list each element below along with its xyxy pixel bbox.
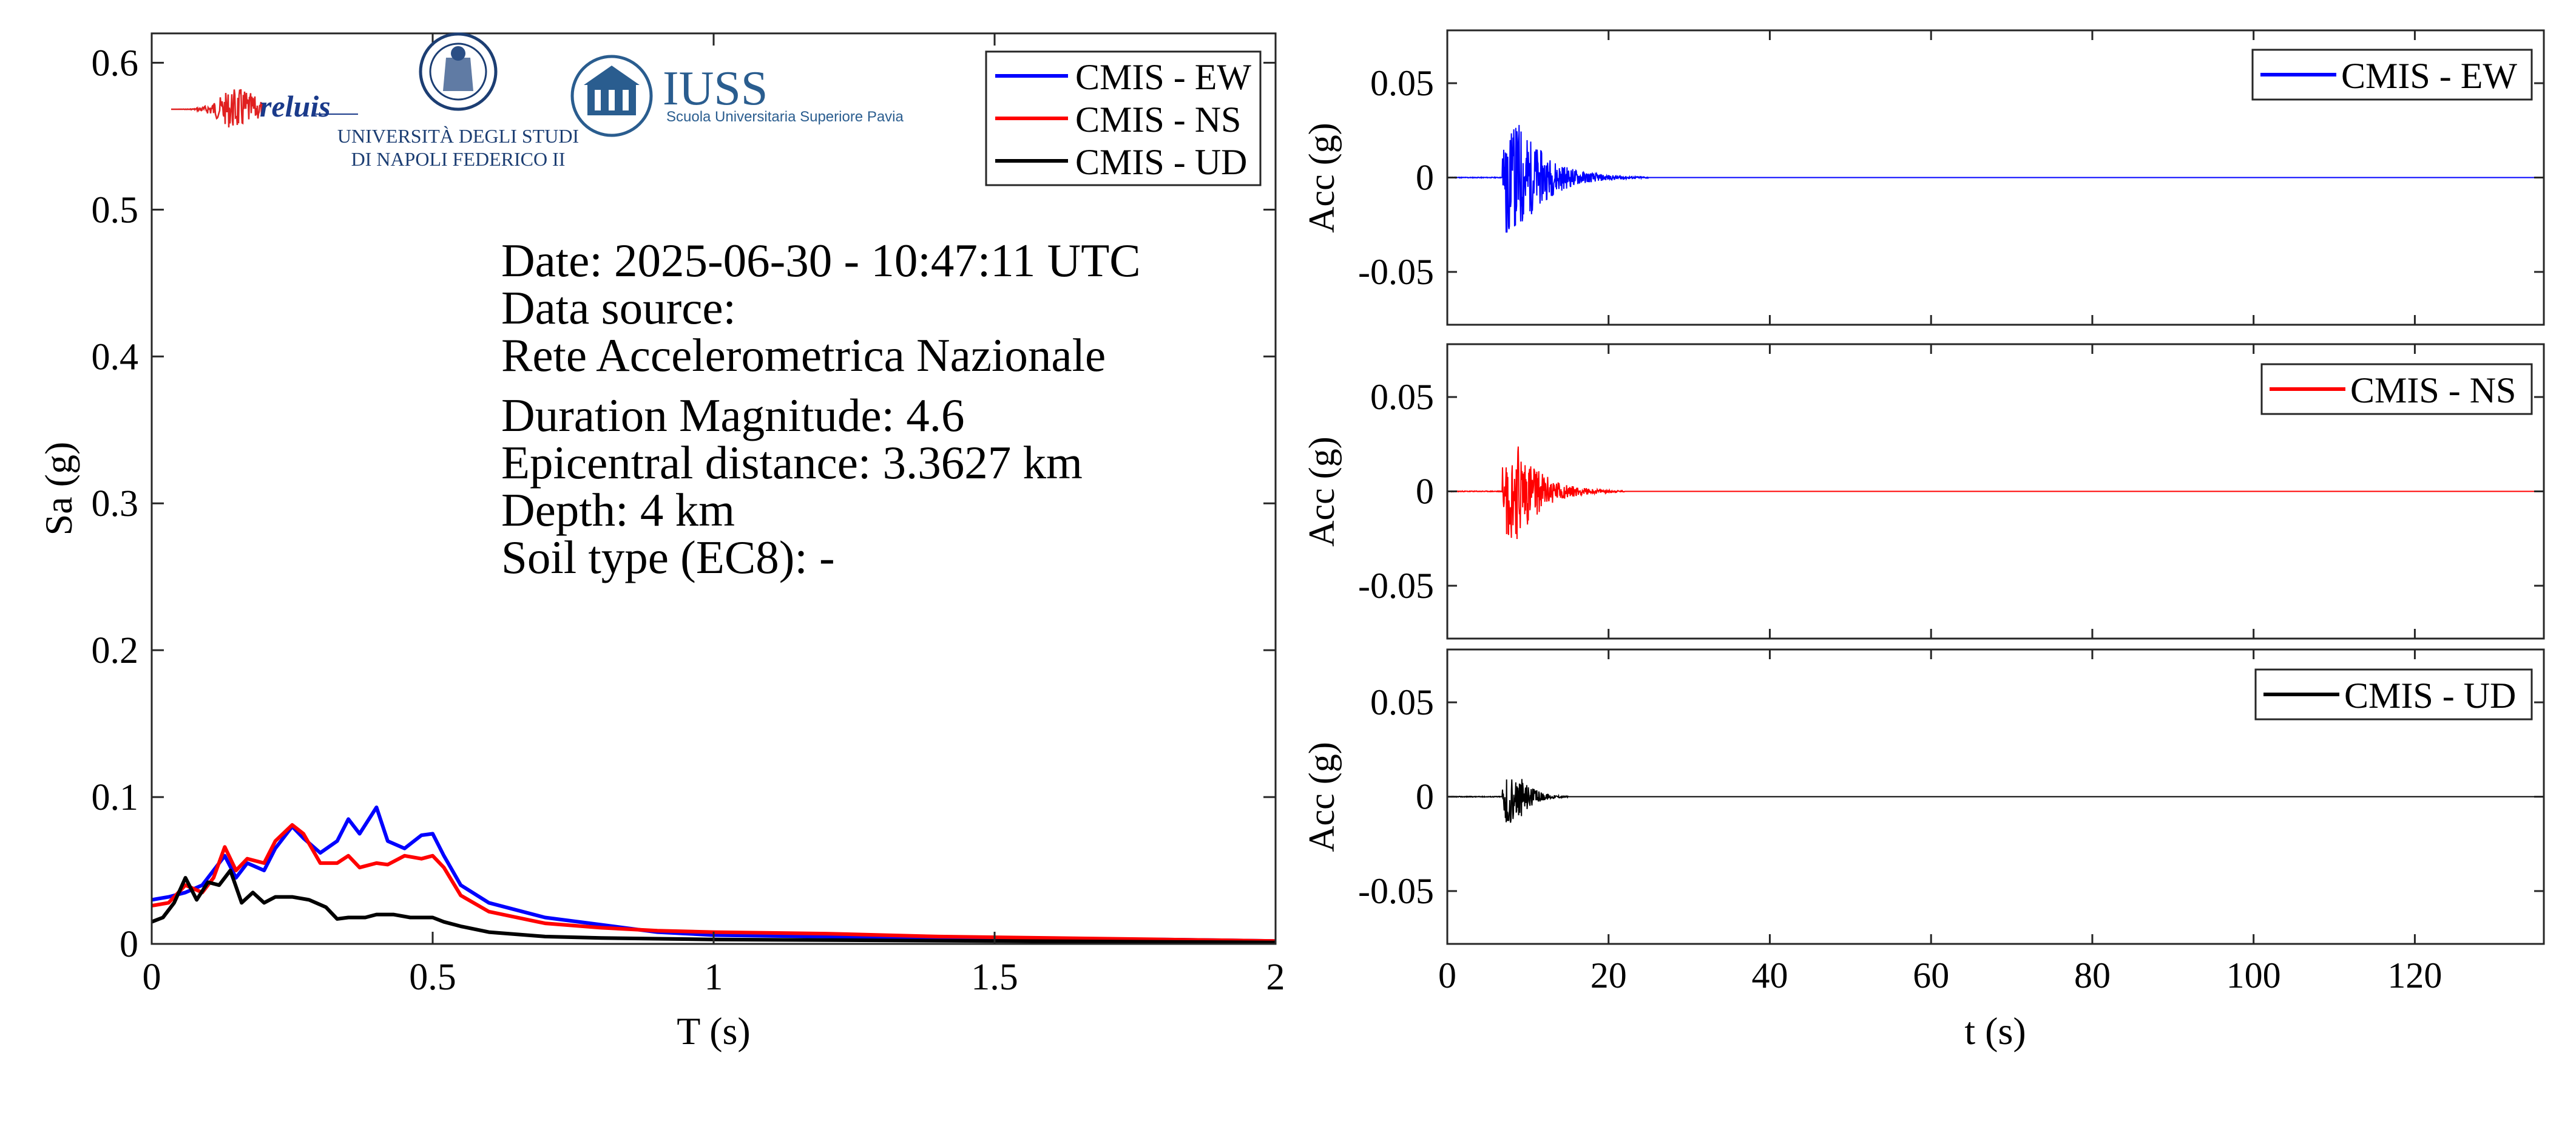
spectrum-ytick-label: 0.1: [92, 777, 139, 818]
reluis-wave-line: [171, 89, 263, 127]
acc-ns-ytick-label: 0.05: [1370, 377, 1434, 417]
iuss-logo: IUSS Scuola Universitaria Superiore Pavi…: [570, 55, 904, 137]
unina-logo: UNIVERSITÀ DEGLI STUDI DI NAPOLI FEDERIC…: [337, 32, 579, 170]
spectrum-ytick-label: 0.3: [92, 483, 139, 524]
info-date: Date: 2025-06-30 - 10:47:11 UTC: [501, 234, 1141, 287]
iuss-logo-text: IUSS: [663, 62, 768, 115]
acc-ud-ytick-label: 0.05: [1370, 682, 1434, 722]
reluis-logo: reluis: [171, 89, 358, 127]
spectrum-xtick-label: 2: [1266, 957, 1285, 998]
acc-ew-legend: CMIS - EW: [2251, 49, 2533, 101]
acc-ew-ytick-label: -0.05: [1358, 252, 1434, 292]
acc-ud-xlabel: t (s): [1964, 1009, 2026, 1053]
spectrum-ytick-label: 0.5: [92, 189, 139, 231]
spectrum-series-line-0: [151, 805, 1276, 943]
spectrum-ticks: 0 0.5 1 1.5 2 0 0.1 0.2 0.3 0.4 0.5 0.6: [92, 33, 1285, 998]
spectrum-legend: CMIS - EW CMIS - NS CMIS - UD: [985, 50, 1262, 186]
spectrum-ytick-label: 0.2: [92, 630, 139, 671]
acc-ud-ytick-label: -0.05: [1358, 871, 1434, 911]
spectrum-series-line-1: [151, 823, 1276, 943]
acc-ud-xtick-label: 100: [2226, 955, 2281, 995]
acc-ns-trace: [1447, 446, 2544, 540]
acc-ud-legend: CMIS - UD: [2254, 668, 2533, 721]
reluis-wave-icon: [171, 89, 358, 127]
legend-label-ns: CMIS - NS: [1075, 100, 1241, 140]
spectrum-series-line-2: [150, 869, 1276, 945]
acc-ud-xtick-label: 80: [2074, 955, 2111, 995]
info-source-label: Data source:: [501, 282, 736, 334]
spectrum-xtick-label: 1: [705, 957, 723, 998]
unina-logo-line2: DI NAPOLI FEDERICO II: [351, 148, 566, 170]
acc-ns-legend-label: CMIS - NS: [2350, 370, 2516, 410]
event-info: Date: 2025-06-30 - 10:47:11 UTC Data sou…: [501, 234, 1141, 583]
acc-ud-xtick-label: 60: [1913, 955, 1949, 995]
spectrum-series-group: [150, 805, 1276, 945]
spectrum-xtick-label: 1.5: [971, 957, 1018, 998]
acc-ns-trace-line: [1447, 446, 2544, 540]
spectrum-ytick-label: 0.4: [92, 336, 139, 378]
info-depth: Depth: 4 km: [501, 484, 735, 536]
spectrum-ytick-label: 0: [120, 924, 138, 965]
spectrum-xlabel: T (s): [677, 1009, 750, 1053]
acc-ud-ytick-label: 0: [1416, 777, 1434, 817]
legend-label-ew: CMIS - EW: [1075, 57, 1251, 97]
acc-ud-legend-label: CMIS - UD: [2344, 676, 2516, 716]
acc-ew-axes: -0.05 0 0.05 Acc (g) CMIS - EW: [1302, 29, 2545, 326]
acc-ns-ytick-label: -0.05: [1358, 566, 1434, 606]
info-magnitude: Duration Magnitude: 4.6: [501, 389, 964, 441]
info-distance: Epicentral distance: 3.3627 km: [501, 436, 1083, 489]
acc-ud-xtick-label: 20: [1591, 955, 1627, 995]
unina-seal-icon: [419, 32, 498, 111]
unina-logo-line1: UNIVERSITÀ DEGLI STUDI: [337, 125, 579, 147]
acc-ns-ticks: -0.05 0 0.05: [1358, 344, 2544, 639]
acc-ns-ylabel: Acc (g): [1302, 436, 1342, 547]
iuss-logo-subtitle: Scuola Universitaria Superiore Pavia: [666, 109, 904, 125]
acc-ns-ytick-label: 0: [1416, 472, 1434, 512]
acc-ns-legend: CMIS - NS: [2260, 363, 2533, 415]
acc-ud-trace: [1447, 779, 2544, 823]
spectrum-axes: 0 0.5 1 1.5 2 0 0.1 0.2 0.3 0.4 0.5 0.6 T (s) Sa (g…: [37, 32, 1285, 1053]
legend-label-ud: CMIS - UD: [1075, 142, 1247, 182]
acc-ew-ticks: -0.05 0 0.05: [1358, 30, 2544, 325]
acc-ew-ylabel: Acc (g): [1302, 123, 1342, 233]
acc-ud-xtick-label: 120: [2387, 955, 2442, 995]
info-source-name: Rete Accelerometrica Nazionale: [501, 329, 1106, 381]
info-soil: Soil type (EC8): -: [501, 531, 835, 583]
acc-ew-trace: [1447, 124, 2544, 233]
acc-ns-axes: -0.05 0 0.05 Acc (g) CMIS - NS: [1302, 343, 2545, 640]
acc-ew-trace-line: [1447, 124, 2544, 233]
acc-ew-legend-label: CMIS - EW: [2341, 56, 2517, 96]
spectrum-ylabel: Sa (g): [37, 442, 80, 536]
spectrum-xtick-label: 0: [143, 957, 161, 998]
acc-ud-ticks: 0 20 40 60 80 100 120 -0.05 0 0.05: [1358, 649, 2544, 995]
iuss-emblem-icon: [570, 55, 653, 137]
reluis-logo-text: reluis: [260, 89, 331, 123]
spectrum-xtick-label: 0.5: [409, 957, 456, 998]
acc-ud-trace-line: [1447, 779, 2544, 823]
acc-ew-ytick-label: 0.05: [1370, 63, 1434, 103]
spectrum-ytick-label: 0.6: [92, 42, 139, 84]
acc-ew-ytick-label: 0: [1416, 158, 1434, 198]
acc-ud-xtick-label: 40: [1751, 955, 1788, 995]
acc-ud-ylabel: Acc (g): [1302, 742, 1342, 852]
acc-ud-xtick-label: 0: [1438, 955, 1456, 995]
